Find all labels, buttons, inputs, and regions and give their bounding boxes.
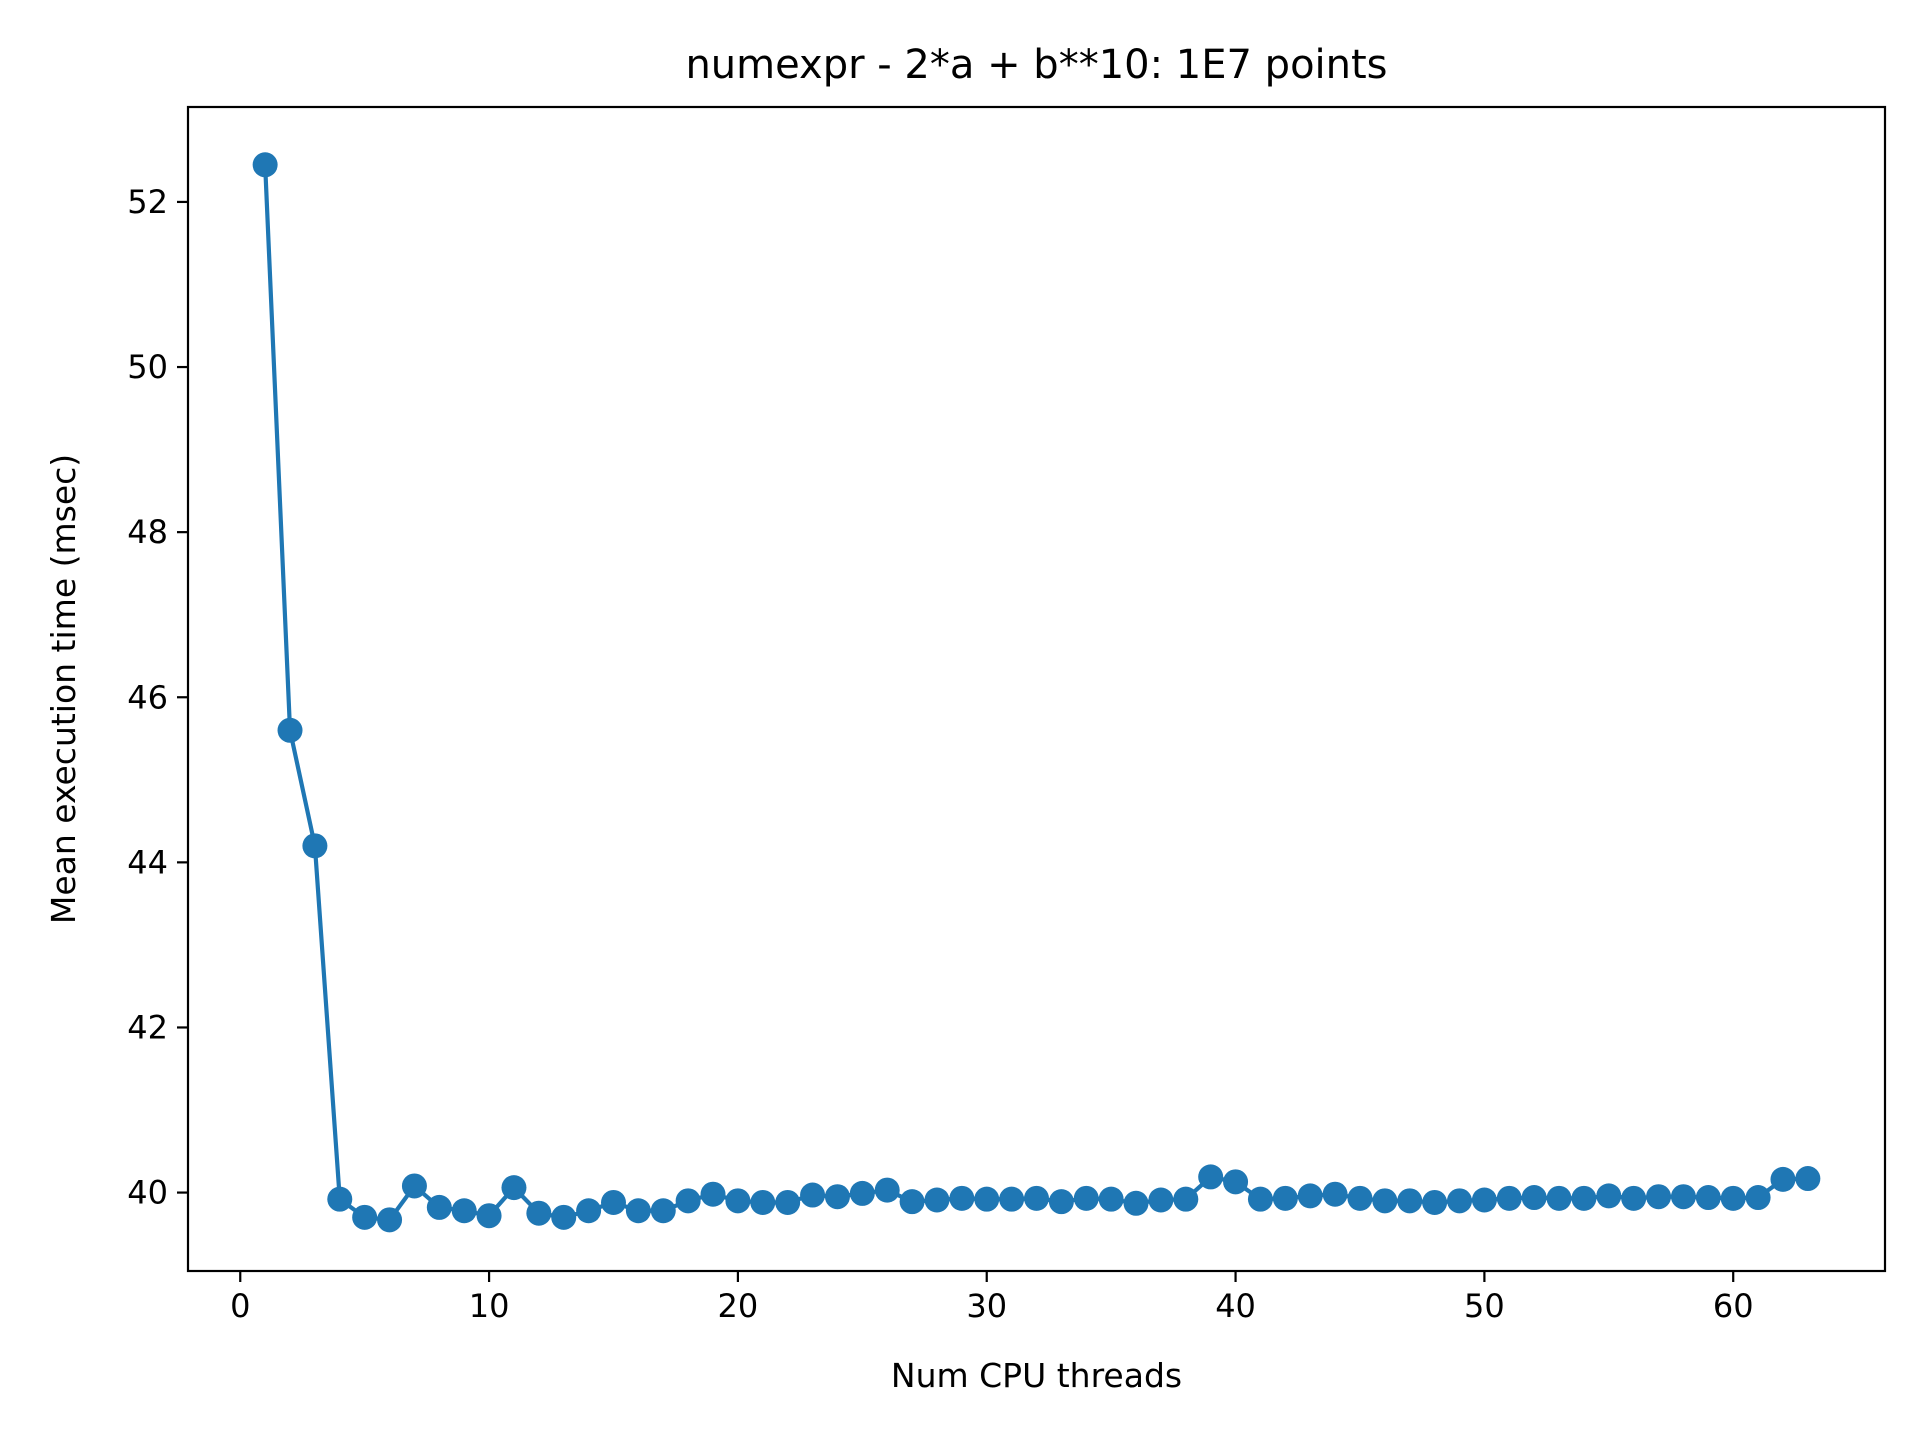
data-point — [999, 1186, 1025, 1212]
data-point — [675, 1188, 701, 1214]
data-point — [526, 1200, 552, 1226]
x-tick-label: 20 — [718, 1287, 759, 1325]
data-point — [401, 1173, 427, 1199]
data-point — [899, 1189, 925, 1215]
plot-area — [186, 105, 1887, 1273]
y-axis: 40 42 44 46 48 50 52 — [127, 183, 188, 1212]
data-point — [725, 1188, 751, 1214]
x-tick-label: 60 — [1713, 1287, 1754, 1325]
data-point — [1198, 1164, 1224, 1190]
x-axis: 0 10 20 30 40 50 60 — [230, 1271, 1754, 1325]
data-point — [1397, 1188, 1423, 1214]
data-point — [650, 1198, 676, 1224]
data-point — [1247, 1186, 1273, 1212]
y-tick-label: 48 — [127, 513, 168, 551]
data-point — [849, 1180, 875, 1206]
data-point — [800, 1182, 826, 1208]
x-tick-label: 30 — [966, 1287, 1007, 1325]
data-point — [1596, 1183, 1622, 1209]
data-point — [974, 1186, 1000, 1212]
data-point — [1695, 1185, 1721, 1211]
data-point — [1745, 1185, 1771, 1211]
data-point — [1521, 1185, 1547, 1211]
plot-frame — [186, 105, 1887, 1273]
data-point — [1024, 1185, 1049, 1211]
chart-title: numexpr - 2*a + b**10: 1E7 points — [685, 42, 1387, 88]
data-point — [1148, 1187, 1174, 1213]
y-tick-label: 52 — [127, 183, 168, 221]
data-point — [1795, 1166, 1821, 1192]
y-axis-label: Mean execution time (msec) — [44, 454, 83, 924]
x-tick-label: 50 — [1464, 1287, 1505, 1325]
data-point — [874, 1177, 900, 1203]
data-point — [1646, 1184, 1672, 1210]
y-tick-label: 46 — [127, 678, 168, 716]
x-tick-label: 0 — [230, 1287, 250, 1325]
data-point — [426, 1194, 452, 1220]
data-point — [551, 1204, 577, 1230]
x-tick-label: 40 — [1215, 1287, 1256, 1325]
data-point — [924, 1187, 950, 1213]
data-point — [1496, 1185, 1522, 1211]
data-point — [1422, 1189, 1448, 1215]
data-point — [1372, 1188, 1398, 1214]
data-point — [1297, 1183, 1323, 1209]
y-tick-label: 42 — [127, 1008, 168, 1046]
data-point — [1173, 1186, 1199, 1212]
data-point — [1621, 1185, 1647, 1211]
data-point — [302, 833, 328, 859]
y-tick-label: 40 — [127, 1174, 168, 1212]
data-point — [949, 1185, 975, 1211]
y-tick-label: 44 — [127, 843, 168, 881]
data-point — [1098, 1186, 1124, 1212]
data-point — [1720, 1185, 1746, 1211]
data-point — [600, 1189, 626, 1215]
data-point — [1546, 1185, 1572, 1211]
data-point — [1770, 1166, 1796, 1192]
data-point — [277, 717, 303, 743]
x-axis-label: Num CPU threads — [891, 1356, 1182, 1395]
data-point — [625, 1198, 651, 1224]
data-point — [252, 152, 278, 178]
data-point — [1048, 1189, 1074, 1215]
data-point — [352, 1204, 378, 1230]
data-point — [1347, 1185, 1373, 1211]
data-point — [377, 1207, 403, 1233]
data-point — [775, 1189, 801, 1215]
data-point — [1571, 1185, 1597, 1211]
y-tick-label: 50 — [127, 348, 168, 386]
data-point — [576, 1198, 602, 1224]
x-tick-label: 10 — [469, 1287, 510, 1325]
data-point — [1447, 1188, 1473, 1214]
data-point — [1670, 1184, 1696, 1210]
data-point — [451, 1198, 477, 1224]
data-point — [1471, 1187, 1497, 1213]
series-line — [263, 164, 1808, 1222]
data-point — [1223, 1169, 1249, 1195]
data-point — [1123, 1190, 1149, 1216]
data-point — [824, 1184, 850, 1210]
data-point — [327, 1186, 353, 1212]
data-point — [1272, 1185, 1298, 1211]
data-point — [700, 1181, 726, 1207]
data-point — [501, 1175, 527, 1201]
data-point — [1322, 1181, 1348, 1207]
data-point — [1073, 1185, 1099, 1211]
data-point — [750, 1189, 776, 1215]
data-point — [476, 1203, 502, 1229]
